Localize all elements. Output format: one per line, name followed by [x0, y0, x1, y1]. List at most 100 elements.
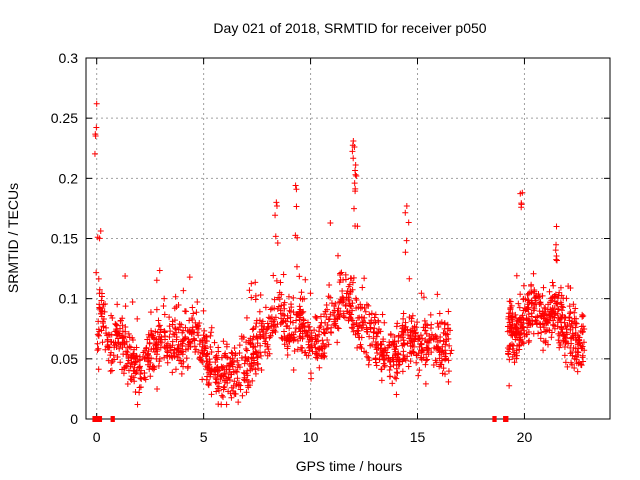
data-point	[298, 321, 305, 328]
data-point	[280, 271, 287, 278]
data-point	[331, 312, 338, 319]
data-point	[312, 335, 319, 342]
data-point	[361, 275, 368, 282]
data-point	[124, 351, 131, 358]
data-point	[543, 320, 550, 327]
data-point	[532, 317, 539, 324]
x-tick-label: 0	[93, 429, 101, 445]
data-point	[311, 327, 318, 334]
data-point	[318, 319, 325, 326]
data-point	[547, 295, 554, 302]
data-point	[540, 284, 547, 291]
data-point	[568, 359, 575, 366]
data-points	[91, 100, 588, 408]
data-point	[399, 325, 406, 332]
data-point	[144, 354, 151, 361]
data-point	[150, 363, 157, 370]
data-point	[273, 277, 280, 284]
data-point	[509, 345, 516, 352]
data-point	[517, 190, 524, 197]
data-point	[285, 293, 292, 300]
data-point	[148, 327, 155, 334]
data-point	[334, 307, 341, 314]
data-point	[126, 334, 133, 341]
data-point	[257, 342, 264, 349]
data-point	[265, 323, 272, 330]
data-point	[354, 314, 361, 321]
data-point	[366, 357, 373, 364]
data-point	[122, 333, 129, 340]
data-point	[129, 299, 136, 306]
data-point	[579, 354, 586, 361]
data-point	[351, 205, 358, 212]
data-point	[162, 345, 169, 352]
data-point	[208, 349, 215, 356]
data-point	[327, 294, 334, 301]
data-point	[385, 355, 392, 362]
data-point	[523, 331, 530, 338]
data-point	[166, 334, 173, 341]
data-point	[372, 339, 379, 346]
data-point	[171, 353, 178, 360]
data-point	[275, 294, 282, 301]
data-point	[320, 329, 327, 336]
data-point	[193, 346, 200, 353]
data-point	[337, 271, 344, 278]
data-point	[378, 366, 385, 373]
data-point	[199, 350, 206, 357]
data-point	[400, 340, 407, 347]
grid	[86, 58, 610, 419]
data-point	[578, 361, 585, 368]
data-point	[277, 310, 284, 317]
data-point	[262, 304, 269, 311]
data-point	[561, 319, 568, 326]
data-point	[357, 301, 364, 308]
data-point	[342, 303, 349, 310]
data-point	[300, 308, 307, 315]
data-point	[254, 361, 261, 368]
data-point	[246, 287, 253, 294]
data-point	[270, 272, 277, 279]
data-point	[291, 336, 298, 343]
data-point	[264, 320, 271, 327]
data-point	[95, 345, 102, 352]
data-point	[274, 240, 281, 247]
data-point	[445, 368, 452, 375]
data-point	[232, 382, 239, 389]
data-point	[434, 339, 441, 346]
data-point	[139, 353, 146, 360]
data-point	[250, 343, 257, 350]
data-point	[213, 376, 220, 383]
data-point	[117, 317, 124, 324]
data-point	[206, 380, 213, 387]
data-point	[420, 294, 427, 301]
data-point	[557, 299, 564, 306]
data-point	[525, 290, 532, 297]
data-point	[558, 292, 565, 299]
data-point	[359, 325, 366, 332]
data-point	[154, 329, 161, 336]
data-point	[273, 199, 280, 206]
data-point	[93, 269, 100, 276]
data-point	[520, 307, 527, 314]
data-point	[245, 384, 252, 391]
data-point	[414, 319, 421, 326]
data-point	[381, 319, 388, 326]
data-point	[406, 314, 413, 321]
data-point	[557, 284, 564, 291]
data-point	[417, 340, 424, 347]
data-point	[434, 291, 441, 298]
data-point	[415, 372, 422, 379]
data-point	[155, 317, 162, 324]
data-point	[123, 362, 130, 369]
data-point	[339, 287, 346, 294]
data-point	[156, 355, 163, 362]
data-point	[422, 380, 429, 387]
data-point	[290, 367, 297, 374]
data-point	[144, 336, 151, 343]
data-point	[335, 325, 342, 332]
data-point	[215, 380, 222, 387]
data-point	[244, 347, 251, 354]
data-point	[157, 326, 164, 333]
data-point	[442, 347, 449, 354]
